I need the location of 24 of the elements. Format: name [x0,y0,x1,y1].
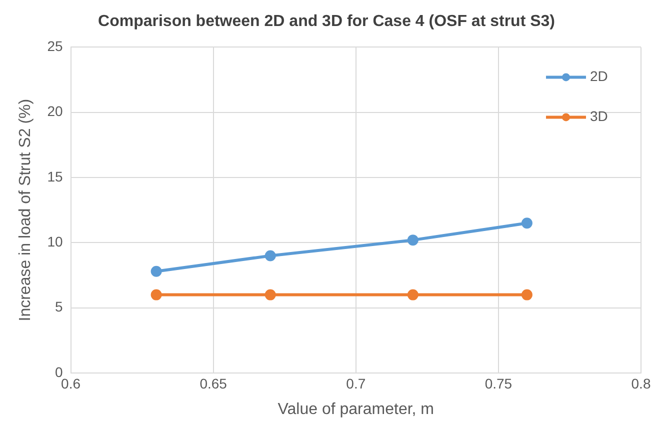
legend-label: 3D [590,108,608,124]
y-tick-label: 20 [47,103,63,120]
point [264,289,276,300]
y-tick-label: 0 [54,364,63,380]
legend-label: 2D [590,68,608,84]
x-tick-label: 0.8 [631,375,651,392]
y-tick-label: 5 [54,298,63,315]
x-tick-label: 0.7 [346,375,366,392]
point [521,218,532,229]
y-tick-label: 25 [47,38,63,54]
x-axis-title: Value of parameter, m [278,400,434,418]
x-tick-label: 0.6 [61,375,81,392]
x-tick-label: 0.65 [200,375,228,392]
x-tick-label: 0.75 [484,375,512,392]
y-tick-label: 10 [47,234,63,250]
point [407,289,418,300]
chart-title: Comparison between 2D and 3D for Case 4 (OSF at strut S3) [98,13,555,30]
point [407,234,418,246]
point [264,250,276,262]
y-axis-title: Increase in load of Strut S2 (%) [17,98,34,322]
point [150,266,162,277]
point [150,289,162,300]
point [521,289,532,300]
y-tick-label: 15 [47,168,63,184]
